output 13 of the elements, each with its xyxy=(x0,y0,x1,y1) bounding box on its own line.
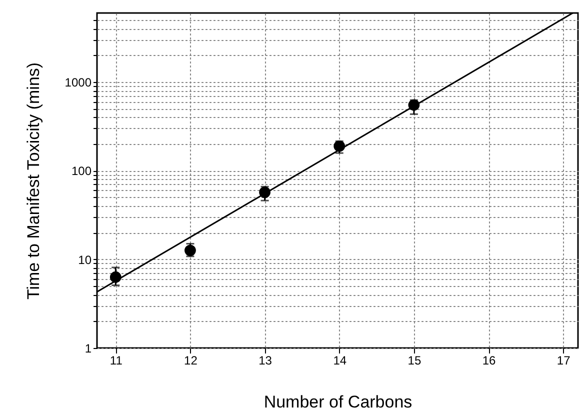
y-tick-label: 100 xyxy=(71,164,92,178)
x-tick-label: 11 xyxy=(110,354,123,368)
x-tick-label: 14 xyxy=(333,354,347,368)
x-tick-label: 13 xyxy=(258,354,272,368)
x-tick-label: 12 xyxy=(184,354,198,368)
y-tick-label: 1 xyxy=(84,342,92,356)
y-axis-title: Time to Manifest Toxicity (mins) xyxy=(24,62,43,300)
x-tick-label: 15 xyxy=(408,354,422,368)
y-tick-label: 1000 xyxy=(64,75,92,90)
x-tick-label: 16 xyxy=(482,354,496,368)
x-tick-label: 17 xyxy=(556,354,571,368)
x-axis-title: Number of Carbons xyxy=(264,392,412,412)
y-tick-label: 10 xyxy=(78,252,92,267)
